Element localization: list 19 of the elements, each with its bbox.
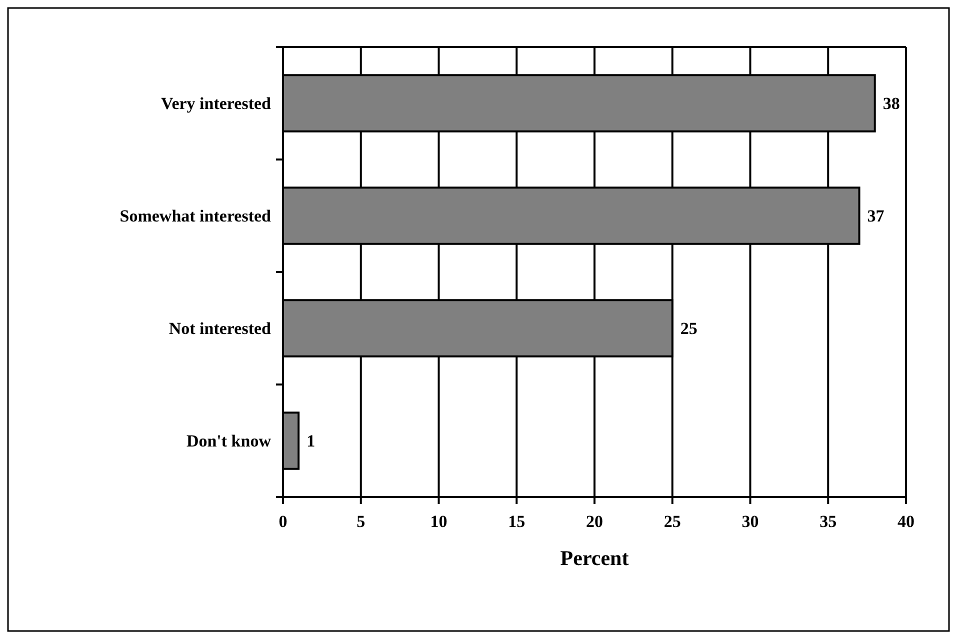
x-axis-title: Percent (560, 546, 629, 570)
x-tick-label: 35 (820, 512, 837, 531)
y-tick-label: Don't know (186, 432, 272, 451)
x-tick-label: 40 (898, 512, 914, 531)
data-label: 37 (867, 206, 885, 226)
y-tick-label: Not interested (168, 319, 272, 338)
y-tick-label: Very interested (160, 94, 272, 114)
data-label: 25 (680, 319, 698, 338)
x-tick-label: 25 (664, 512, 681, 531)
bar (282, 412, 300, 470)
x-tick-label: 20 (586, 512, 603, 531)
x-tick-label: 10 (430, 512, 448, 531)
data-label: 38 (882, 94, 900, 114)
x-tick-label: 30 (742, 512, 759, 531)
x-tick-label: 5 (356, 512, 366, 531)
x-tick-label: 0 (278, 512, 288, 531)
x-tick-label: 15 (508, 512, 526, 531)
data-label: 1 (306, 432, 316, 451)
y-tick-label: Somewhat interested (120, 206, 272, 226)
